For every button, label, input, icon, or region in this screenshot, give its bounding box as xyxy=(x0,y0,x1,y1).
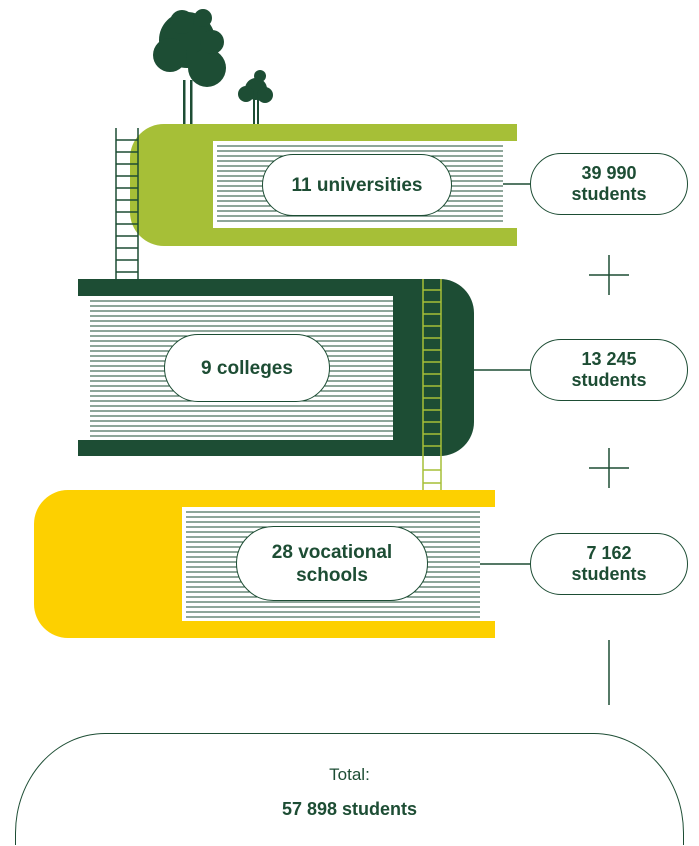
connector-lines xyxy=(474,183,530,565)
ladder-icon xyxy=(115,128,139,279)
college-book xyxy=(78,279,474,456)
tree-icon xyxy=(238,70,273,124)
vocational-schools-label: 28 vocational schools xyxy=(236,526,428,601)
colleges-text: 9 colleges xyxy=(201,357,293,379)
vocational-text-line1: 28 vocational xyxy=(271,541,393,563)
students-unit: students xyxy=(571,564,647,584)
tree-icon xyxy=(153,9,226,125)
students-value: 39 990 xyxy=(581,163,637,183)
total-value: 57 898 students xyxy=(281,799,418,819)
universities-label: 11 universities xyxy=(262,154,452,216)
total-summary: Total: 57 898 students xyxy=(15,733,684,845)
students-value: 7 162 xyxy=(586,543,632,563)
total-label: Total: xyxy=(329,765,370,784)
colleges-label: 9 colleges xyxy=(164,334,330,402)
plus-icon xyxy=(589,255,629,295)
students-unit: students xyxy=(571,370,647,390)
universities-students-badge: 39 990 students xyxy=(530,153,688,215)
universities-text: 11 universities xyxy=(291,174,423,196)
colleges-students-badge: 13 245 students xyxy=(530,339,688,401)
plus-icon xyxy=(589,448,629,488)
students-unit: students xyxy=(571,184,647,204)
students-value: 13 245 xyxy=(581,349,637,369)
vocational-students-badge: 7 162 students xyxy=(530,533,688,595)
vocational-text-line2: schools xyxy=(296,564,368,586)
ladder-icon xyxy=(422,279,442,490)
